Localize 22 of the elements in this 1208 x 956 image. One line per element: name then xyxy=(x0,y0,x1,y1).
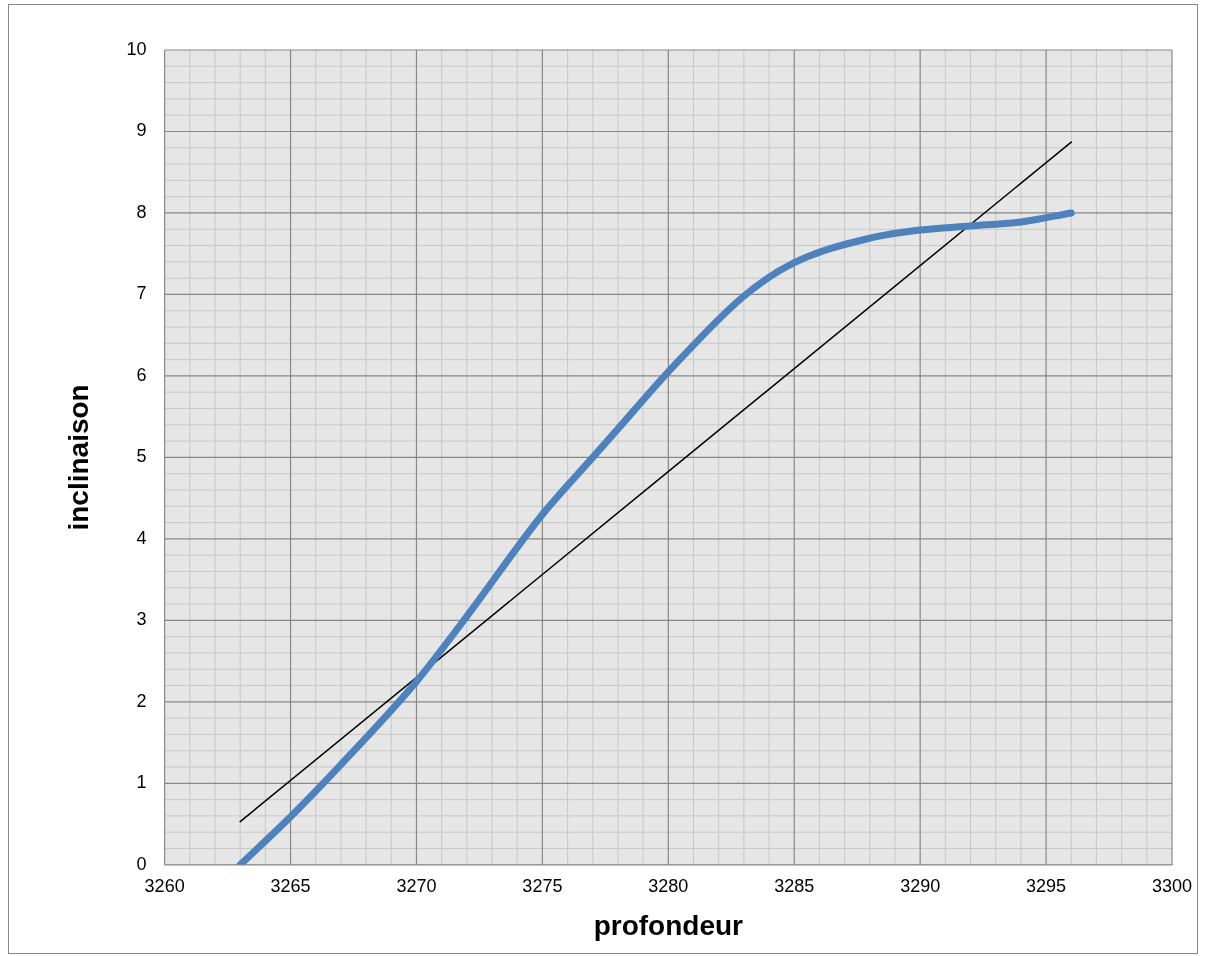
y-tick-label: 7 xyxy=(136,283,147,304)
y-tick-label: 0 xyxy=(136,853,147,874)
y-tick-label: 10 xyxy=(126,38,147,59)
y-tick-label: 1 xyxy=(136,772,147,793)
x-tick-label: 3290 xyxy=(900,875,941,896)
x-tick-label: 3260 xyxy=(144,875,185,896)
y-tick-label: 6 xyxy=(136,364,147,385)
x-tick-label: 3300 xyxy=(1151,875,1193,896)
y-tick-label: 9 xyxy=(136,120,147,141)
x-tick-label: 3295 xyxy=(1026,875,1067,896)
y-tick-label: 5 xyxy=(136,446,147,467)
y-tick-label: 3 xyxy=(136,609,147,630)
x-tick-label: 3275 xyxy=(522,875,563,896)
y-tick-label: 2 xyxy=(136,690,147,711)
x-axis-title: profondeur xyxy=(593,909,744,941)
y-axis-title: inclinaison xyxy=(62,384,94,531)
x-tick-label: 3285 xyxy=(774,875,815,896)
x-tick-label: 3270 xyxy=(396,875,437,896)
y-tick-label: 4 xyxy=(136,527,147,548)
x-tick-label: 3265 xyxy=(270,875,311,896)
y-tick-label: 8 xyxy=(136,201,147,222)
x-tick-label: 3280 xyxy=(648,875,689,896)
